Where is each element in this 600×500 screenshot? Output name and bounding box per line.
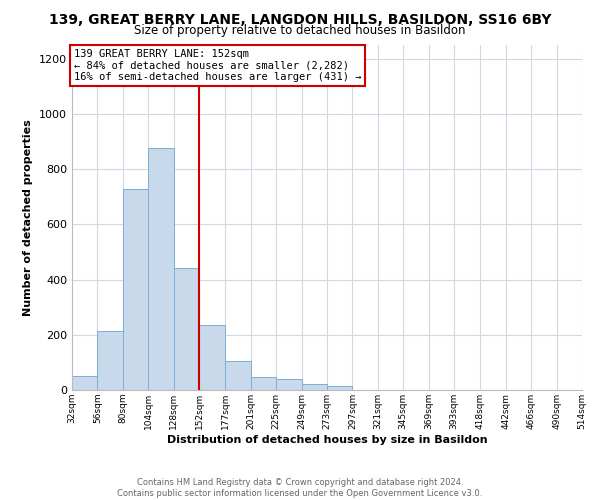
Bar — [251, 377, 276, 390]
Text: Size of property relative to detached houses in Basildon: Size of property relative to detached ho… — [134, 24, 466, 37]
Text: 139, GREAT BERRY LANE, LANGDON HILLS, BASILDON, SS16 6BY: 139, GREAT BERRY LANE, LANGDON HILLS, BA… — [49, 12, 551, 26]
Bar — [199, 325, 226, 390]
Bar — [302, 384, 327, 390]
Bar — [276, 379, 302, 390]
Bar — [226, 361, 251, 390]
Text: Contains HM Land Registry data © Crown copyright and database right 2024.
Contai: Contains HM Land Registry data © Crown c… — [118, 478, 482, 498]
Bar — [148, 148, 173, 390]
X-axis label: Distribution of detached houses by size in Basildon: Distribution of detached houses by size … — [167, 434, 487, 444]
Bar — [327, 386, 352, 390]
Bar — [123, 188, 148, 390]
Bar — [72, 376, 97, 390]
Bar — [173, 268, 199, 390]
Bar — [97, 331, 123, 390]
Y-axis label: Number of detached properties: Number of detached properties — [23, 119, 34, 316]
Text: 139 GREAT BERRY LANE: 152sqm
← 84% of detached houses are smaller (2,282)
16% of: 139 GREAT BERRY LANE: 152sqm ← 84% of de… — [74, 49, 362, 82]
